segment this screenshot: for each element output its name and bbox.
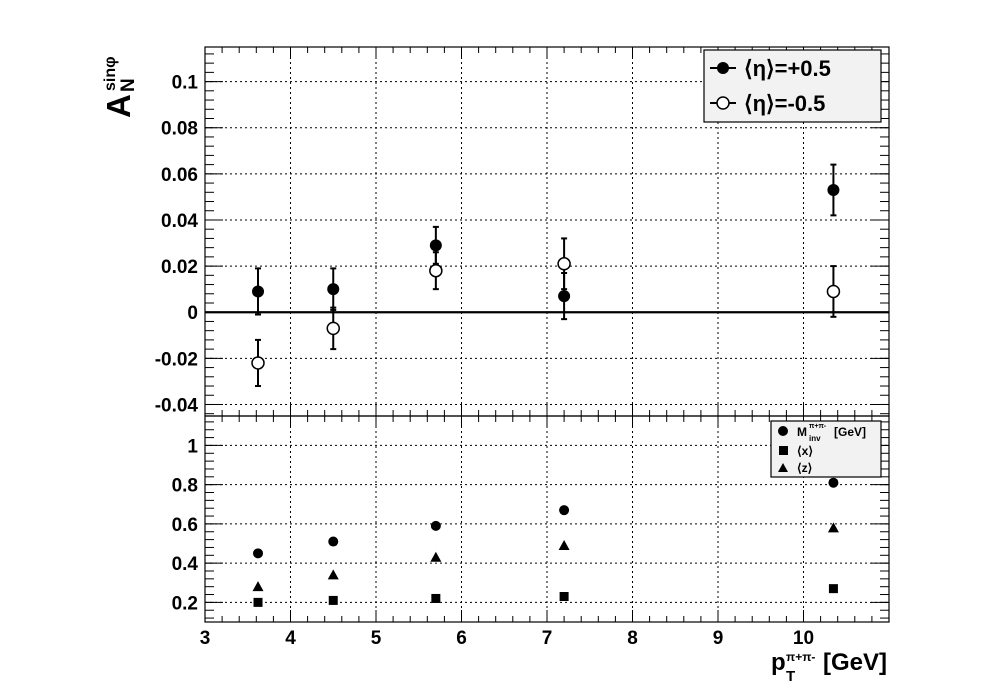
data-point-top-s0 <box>327 283 340 296</box>
top-ylabel: A <box>100 94 137 118</box>
data-point-bottom-s2 <box>558 539 570 550</box>
x-tick-label: 4 <box>285 628 296 649</box>
data-point-top-s1 <box>429 263 443 278</box>
bottom-frame <box>204 415 890 623</box>
top-y-tick-label: 0.1 <box>172 73 199 94</box>
x-tick-label: 10 <box>793 628 814 649</box>
legend-label-x: ⟨x⟩ <box>797 444 813 458</box>
data-point-bottom-s0 <box>559 505 570 516</box>
bottom-y-tick-label: 0.8 <box>172 476 198 497</box>
top-ylabel-sup: sinφ <box>102 56 119 91</box>
top-y-tick-label: 0.04 <box>161 211 198 232</box>
top-y-tick-label: 0.02 <box>161 257 198 278</box>
data-point-bottom-s0 <box>828 477 839 488</box>
top-y-tick-label: 0 <box>187 303 198 324</box>
legend-label-eta-minus: ⟨η⟩=-0.5 <box>744 91 825 116</box>
x-tick-label: 9 <box>713 628 724 649</box>
top-ylabel-sub: N <box>118 78 139 92</box>
data-point-top-s1 <box>326 321 340 336</box>
bottom-xlabel-unit: [GeV] <box>823 649 887 676</box>
top-legend: ⟨η⟩=+0.5 ⟨η⟩=-0.5 <box>703 49 882 123</box>
legend-marker-z <box>778 463 788 472</box>
legend-label-minv-unit: [GeV] <box>834 425 866 439</box>
bottom-legend: M inv π+π- [GeV] ⟨x⟩ ⟨z⟩ <box>770 420 882 478</box>
data-point-bottom-s0 <box>253 548 264 559</box>
bottom-panel: 3 4 5 6 7 8 9 10 0.2 0.4 0.6 0.8 1 <box>172 415 890 649</box>
top-y-tick-label: 0.08 <box>161 119 198 140</box>
legend-marker-minv <box>778 426 788 436</box>
bottom-y-tick-label: 1 <box>187 436 198 457</box>
x-tick-label: 6 <box>456 628 467 649</box>
legend-marker-eta-minus <box>716 96 730 110</box>
x-tick-label: 7 <box>542 628 553 649</box>
data-point-top-s0 <box>558 290 571 303</box>
x-tick-label: 3 <box>200 628 211 649</box>
legend-label-minv-sup: π+π- <box>809 423 827 430</box>
data-point-bottom-s2 <box>327 569 339 580</box>
data-point-bottom-s2 <box>827 522 839 533</box>
top-y-tick-label: 0.06 <box>161 165 198 186</box>
data-point-bottom-s1 <box>828 584 838 594</box>
legend-label-z: ⟨z⟩ <box>797 461 812 475</box>
legend-marker-eta-plus <box>717 62 729 74</box>
data-point-top-s0 <box>252 285 265 298</box>
legend-label-minv: M <box>797 425 807 439</box>
legend-label-minv-sub: inv <box>809 434 821 443</box>
legend-label-eta-plus: ⟨η⟩=+0.5 <box>744 56 831 81</box>
data-point-bottom-s0 <box>328 536 339 547</box>
data-point-bottom-s0 <box>430 520 441 531</box>
data-point-bottom-s1 <box>559 591 569 601</box>
data-point-top-s0 <box>429 239 442 252</box>
data-point-top-s0 <box>827 183 840 196</box>
top-y-tick-label: -0.04 <box>155 395 199 416</box>
top-panel: -0.04 -0.02 0 0.02 0.04 0.06 0.08 0.1 <box>155 46 890 417</box>
bottom-xlabel: p <box>771 649 786 676</box>
x-tick-label: 8 <box>627 628 638 649</box>
data-point-bottom-s2 <box>430 551 442 562</box>
data-point-bottom-s1 <box>328 595 338 605</box>
top-y-tick-label: -0.02 <box>155 349 198 370</box>
data-point-top-s1 <box>251 356 265 370</box>
data-point-bottom-s1 <box>253 597 263 607</box>
bottom-xlabel-sub: T <box>786 668 795 685</box>
x-tick-label: 5 <box>371 628 382 649</box>
data-point-top-s1 <box>826 284 841 299</box>
data-point-bottom-s1 <box>431 593 441 603</box>
data-point-bottom-s2 <box>252 581 264 592</box>
bottom-xlabel-sup: π+π- <box>786 650 815 664</box>
bottom-y-tick-label: 0.2 <box>172 593 198 614</box>
bottom-y-tick-label: 0.6 <box>172 515 198 536</box>
legend-marker-x <box>779 446 788 455</box>
data-point-top-s1 <box>557 257 571 271</box>
bottom-y-tick-label: 0.4 <box>172 554 199 575</box>
